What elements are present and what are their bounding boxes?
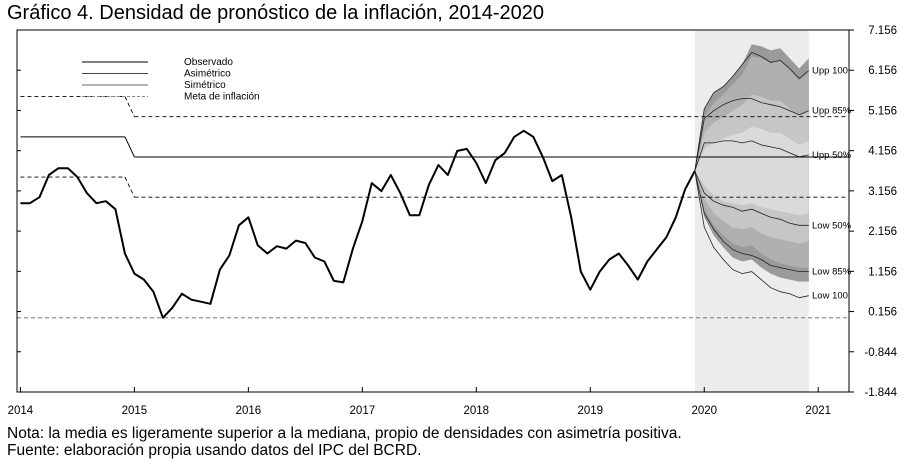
percentile-label-2: Upp 85% [812, 106, 852, 117]
legend-label-3: Simétrico [184, 80, 226, 91]
footnote-source: Fuente: elaboración propia usando datos … [7, 442, 422, 459]
fan-chart-layer [694, 44, 810, 299]
legend-label-2: Asimétrico [184, 69, 231, 80]
percentile-line-2 [694, 98, 809, 172]
y-tick-label-7: 0.156 [868, 307, 897, 319]
observed-line [20, 129, 696, 319]
percentile-label-1: Upp 100 [812, 65, 848, 76]
percentile-line-1 [694, 51, 810, 172]
x-tick-label-2016: 2016 [236, 405, 262, 417]
y-tick-label-4: 3.156 [868, 186, 897, 198]
observed-series-layer [20, 129, 696, 319]
y-tick-label-6: 1.156 [868, 266, 897, 278]
percentile-line-5 [694, 170, 809, 272]
footnote-note: Nota: la media es ligeramente superior a… [7, 425, 682, 442]
y-tick-label-2: 5.156 [868, 105, 897, 117]
x-tick-label-2019: 2019 [577, 405, 603, 417]
percentile-label-6: Low 100 [812, 291, 848, 302]
percentile-label-4: Low 50% [812, 220, 852, 231]
y-tick-label-9: -1.844 [864, 387, 897, 399]
x-tick-label-2018: 2018 [464, 405, 490, 417]
percentile-line-4 [694, 170, 809, 226]
y-tick-label-5: 2.156 [868, 226, 897, 238]
x-tick-label-2015: 2015 [122, 405, 148, 417]
legend-label-1: Observado [184, 57, 233, 68]
percentile-labels-layer: Upp 100 Upp 85% Upp 50% Low 50% Low 85% Low 1… [812, 65, 852, 301]
target-lower-step [124, 176, 135, 198]
chart-title: Gráfico 4. Densidad de pronóstico de la … [7, 2, 545, 24]
target-band-layer [17, 96, 849, 319]
y-tick-label-3: 4.156 [868, 146, 897, 158]
target-center-step [124, 136, 135, 158]
y-tick-label-1: 6.156 [868, 65, 897, 77]
chart-svg: 2014 2015 2016 2017 2018 2019 2020 2021 7.156 6.1… [8, 25, 898, 417]
legend-label-4: Meta de inflación [184, 92, 260, 103]
x-tick-label-2020: 2020 [691, 405, 717, 417]
percentile-label-3: Upp 50% [812, 150, 852, 161]
percentile-line-3 [694, 140, 809, 172]
target-upper-step [124, 96, 135, 117]
x-tick-label-2021: 2021 [805, 405, 831, 417]
x-tick-label-2014: 2014 [8, 405, 34, 417]
percentile-label-5: Low 85% [812, 267, 852, 278]
axes-layer: 2014 2015 2016 2017 2018 2019 2020 2021 7.156 6.1… [8, 25, 898, 417]
y-tick-label-8: -0.844 [864, 347, 897, 359]
y-tick-label-0: 7.156 [868, 25, 897, 37]
x-tick-label-2017: 2017 [350, 405, 376, 417]
plot-frame [16, 29, 850, 393]
percentile-line-6 [694, 170, 809, 299]
